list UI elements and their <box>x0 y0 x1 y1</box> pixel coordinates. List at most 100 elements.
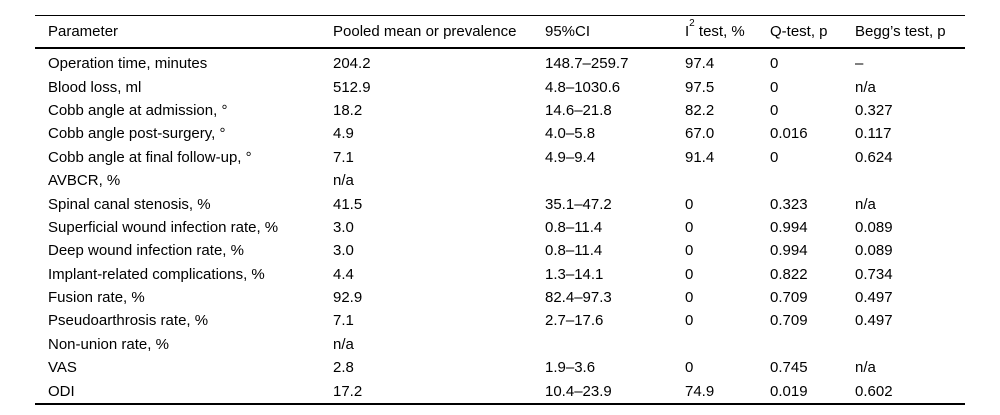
cell-pooled-mean: 4.9 <box>333 125 354 143</box>
cell-i2-test: 74.9 <box>685 382 715 400</box>
cell-q-test: 0.709 <box>770 312 808 330</box>
cell-i2-test <box>685 333 770 356</box>
cell-95ci <box>545 169 685 192</box>
cell-parameter: VAS <box>48 359 77 377</box>
cell-i2-test: 0 <box>685 289 694 307</box>
cell-pooled-mean: 2.8 <box>333 359 354 377</box>
cell-parameter: Implant-related complications, % <box>48 265 265 283</box>
cell-95ci: 0.8–11.4 <box>545 242 603 260</box>
table-row: Cobb angle at final follow-up, ° 7.1 4.9… <box>35 146 965 169</box>
cell-pooled-mean: 41.5 <box>333 195 363 213</box>
cell-beggs-test: 0.624 <box>855 148 893 166</box>
table-row: Pseudoarthrosis rate, % 7.1 2.7–17.6 0 0… <box>35 309 965 332</box>
cell-parameter: ODI <box>48 382 75 400</box>
table-row: Implant-related complications, % 4.4 1.3… <box>35 263 965 286</box>
cell-q-test: 0.994 <box>770 218 808 236</box>
header-row: Parameter Pooled mean or prevalence 95%C… <box>35 15 965 49</box>
cell-95ci: 82.4–97.3 <box>545 289 612 307</box>
col-header-parameter: Parameter <box>35 15 333 49</box>
cell-q-test: 0.709 <box>770 289 808 307</box>
cell-q-test: 0 <box>770 78 779 96</box>
col-header-pooled-mean: Pooled mean or prevalence <box>333 15 545 49</box>
table-row: VAS 2.8 1.9–3.6 0 0.745 n/a <box>35 356 965 379</box>
cell-parameter: Superficial wound infection rate, % <box>48 218 279 236</box>
cell-beggs-test: 0.497 <box>855 312 893 330</box>
cell-95ci: 1.9–3.6 <box>545 359 596 377</box>
cell-beggs-test: 0.602 <box>855 382 893 400</box>
cell-i2-test: 97.5 <box>685 78 715 96</box>
cell-beggs-test: 0.089 <box>855 218 893 236</box>
cell-q-test: 0.994 <box>770 242 808 260</box>
cell-pooled-mean: 18.2 <box>333 101 363 119</box>
col-header-beggs-test: Begg’s test, p <box>855 15 965 49</box>
i2-label-prefix: I <box>685 23 690 40</box>
table-row: Cobb angle at admission, ° 18.2 14.6–21.… <box>35 99 965 122</box>
cell-i2-test: 91.4 <box>685 148 715 166</box>
cell-parameter: Spinal canal stenosis, % <box>48 195 211 213</box>
cell-i2-test: 0 <box>685 218 694 236</box>
cell-q-test: 0 <box>770 148 779 166</box>
cell-95ci: 35.1–47.2 <box>545 195 612 213</box>
cell-parameter: Blood loss, ml <box>48 78 142 96</box>
cell-pooled-mean: 204.2 <box>333 55 371 73</box>
cell-parameter: Cobb angle post-surgery, ° <box>48 125 226 143</box>
table-row: AVBCR, % n/a <box>35 169 965 192</box>
cell-95ci: 14.6–21.8 <box>545 101 612 119</box>
cell-pooled-mean: 3.0 <box>333 242 354 260</box>
cell-i2-test: 0 <box>685 312 694 330</box>
cell-q-test: 0.019 <box>770 382 808 400</box>
meta-analysis-table-container: Parameter Pooled mean or prevalence 95%C… <box>35 15 965 405</box>
cell-q-test: 0.323 <box>770 195 808 213</box>
cell-q-test: 0.745 <box>770 359 808 377</box>
col-header-q-test: Q-test, p <box>770 15 855 49</box>
col-header-i2-test: I2 test, % <box>685 15 770 49</box>
cell-beggs-test <box>855 333 965 356</box>
table-row: Deep wound infection rate, % 3.0 0.8–11.… <box>35 239 965 262</box>
cell-beggs-test: n/a <box>855 78 876 96</box>
cell-beggs-test: 0.734 <box>855 265 893 283</box>
cell-pooled-mean: 7.1 <box>333 148 354 166</box>
cell-parameter: Fusion rate, % <box>48 289 145 307</box>
cell-q-test: 0.822 <box>770 265 808 283</box>
cell-95ci: 1.3–14.1 <box>545 265 604 283</box>
cell-q-test: 0 <box>770 101 779 119</box>
cell-beggs-test: n/a <box>855 195 876 213</box>
cell-95ci: 148.7–259.7 <box>545 55 629 73</box>
cell-i2-test: 97.4 <box>685 55 715 73</box>
cell-q-test: 0 <box>770 55 779 73</box>
cell-parameter: Deep wound infection rate, % <box>48 242 244 260</box>
cell-95ci: 2.7–17.6 <box>545 312 604 330</box>
table-row: Spinal canal stenosis, % 41.5 35.1–47.2 … <box>35 192 965 215</box>
cell-i2-test <box>685 169 770 192</box>
cell-i2-test: 67.0 <box>685 125 715 143</box>
table-row: Operation time, minutes 204.2 148.7–259.… <box>35 48 965 75</box>
cell-parameter: Cobb angle at final follow-up, ° <box>48 148 252 166</box>
cell-parameter: Operation time, minutes <box>48 55 208 73</box>
cell-95ci: 4.9–9.4 <box>545 148 596 166</box>
cell-beggs-test <box>855 169 965 192</box>
cell-i2-test: 0 <box>685 359 694 377</box>
cell-q-test: 0.016 <box>770 125 808 143</box>
cell-pooled-mean: 3.0 <box>333 218 354 236</box>
cell-pooled-mean: 512.9 <box>333 78 371 96</box>
cell-i2-test: 0 <box>685 265 694 283</box>
cell-beggs-test: 0.327 <box>855 101 893 119</box>
table-row: Non-union rate, % n/a <box>35 333 965 356</box>
cell-q-test <box>770 169 855 192</box>
table-row: Fusion rate, % 92.9 82.4–97.3 0 0.709 0.… <box>35 286 965 309</box>
cell-pooled-mean: 7.1 <box>333 312 354 330</box>
cell-beggs-test: n/a <box>855 359 876 377</box>
table-row: ODI 17.2 10.4–23.9 74.9 0.019 0.602 <box>35 379 965 403</box>
table-body: Operation time, minutes 204.2 148.7–259.… <box>35 48 965 404</box>
cell-q-test <box>770 333 855 356</box>
meta-analysis-table: Parameter Pooled mean or prevalence 95%C… <box>35 15 965 405</box>
cell-beggs-test: 0.497 <box>855 289 893 307</box>
table-row: Blood loss, ml 512.9 4.8–1030.6 97.5 0 n… <box>35 75 965 98</box>
cell-parameter: Cobb angle at admission, ° <box>48 101 228 119</box>
cell-95ci: 10.4–23.9 <box>545 382 612 400</box>
cell-95ci: 0.8–11.4 <box>545 218 603 236</box>
cell-pooled-mean: n/a <box>333 335 354 353</box>
cell-95ci <box>545 333 685 356</box>
cell-pooled-mean: 4.4 <box>333 265 354 283</box>
cell-parameter: Non-union rate, % <box>48 335 169 353</box>
